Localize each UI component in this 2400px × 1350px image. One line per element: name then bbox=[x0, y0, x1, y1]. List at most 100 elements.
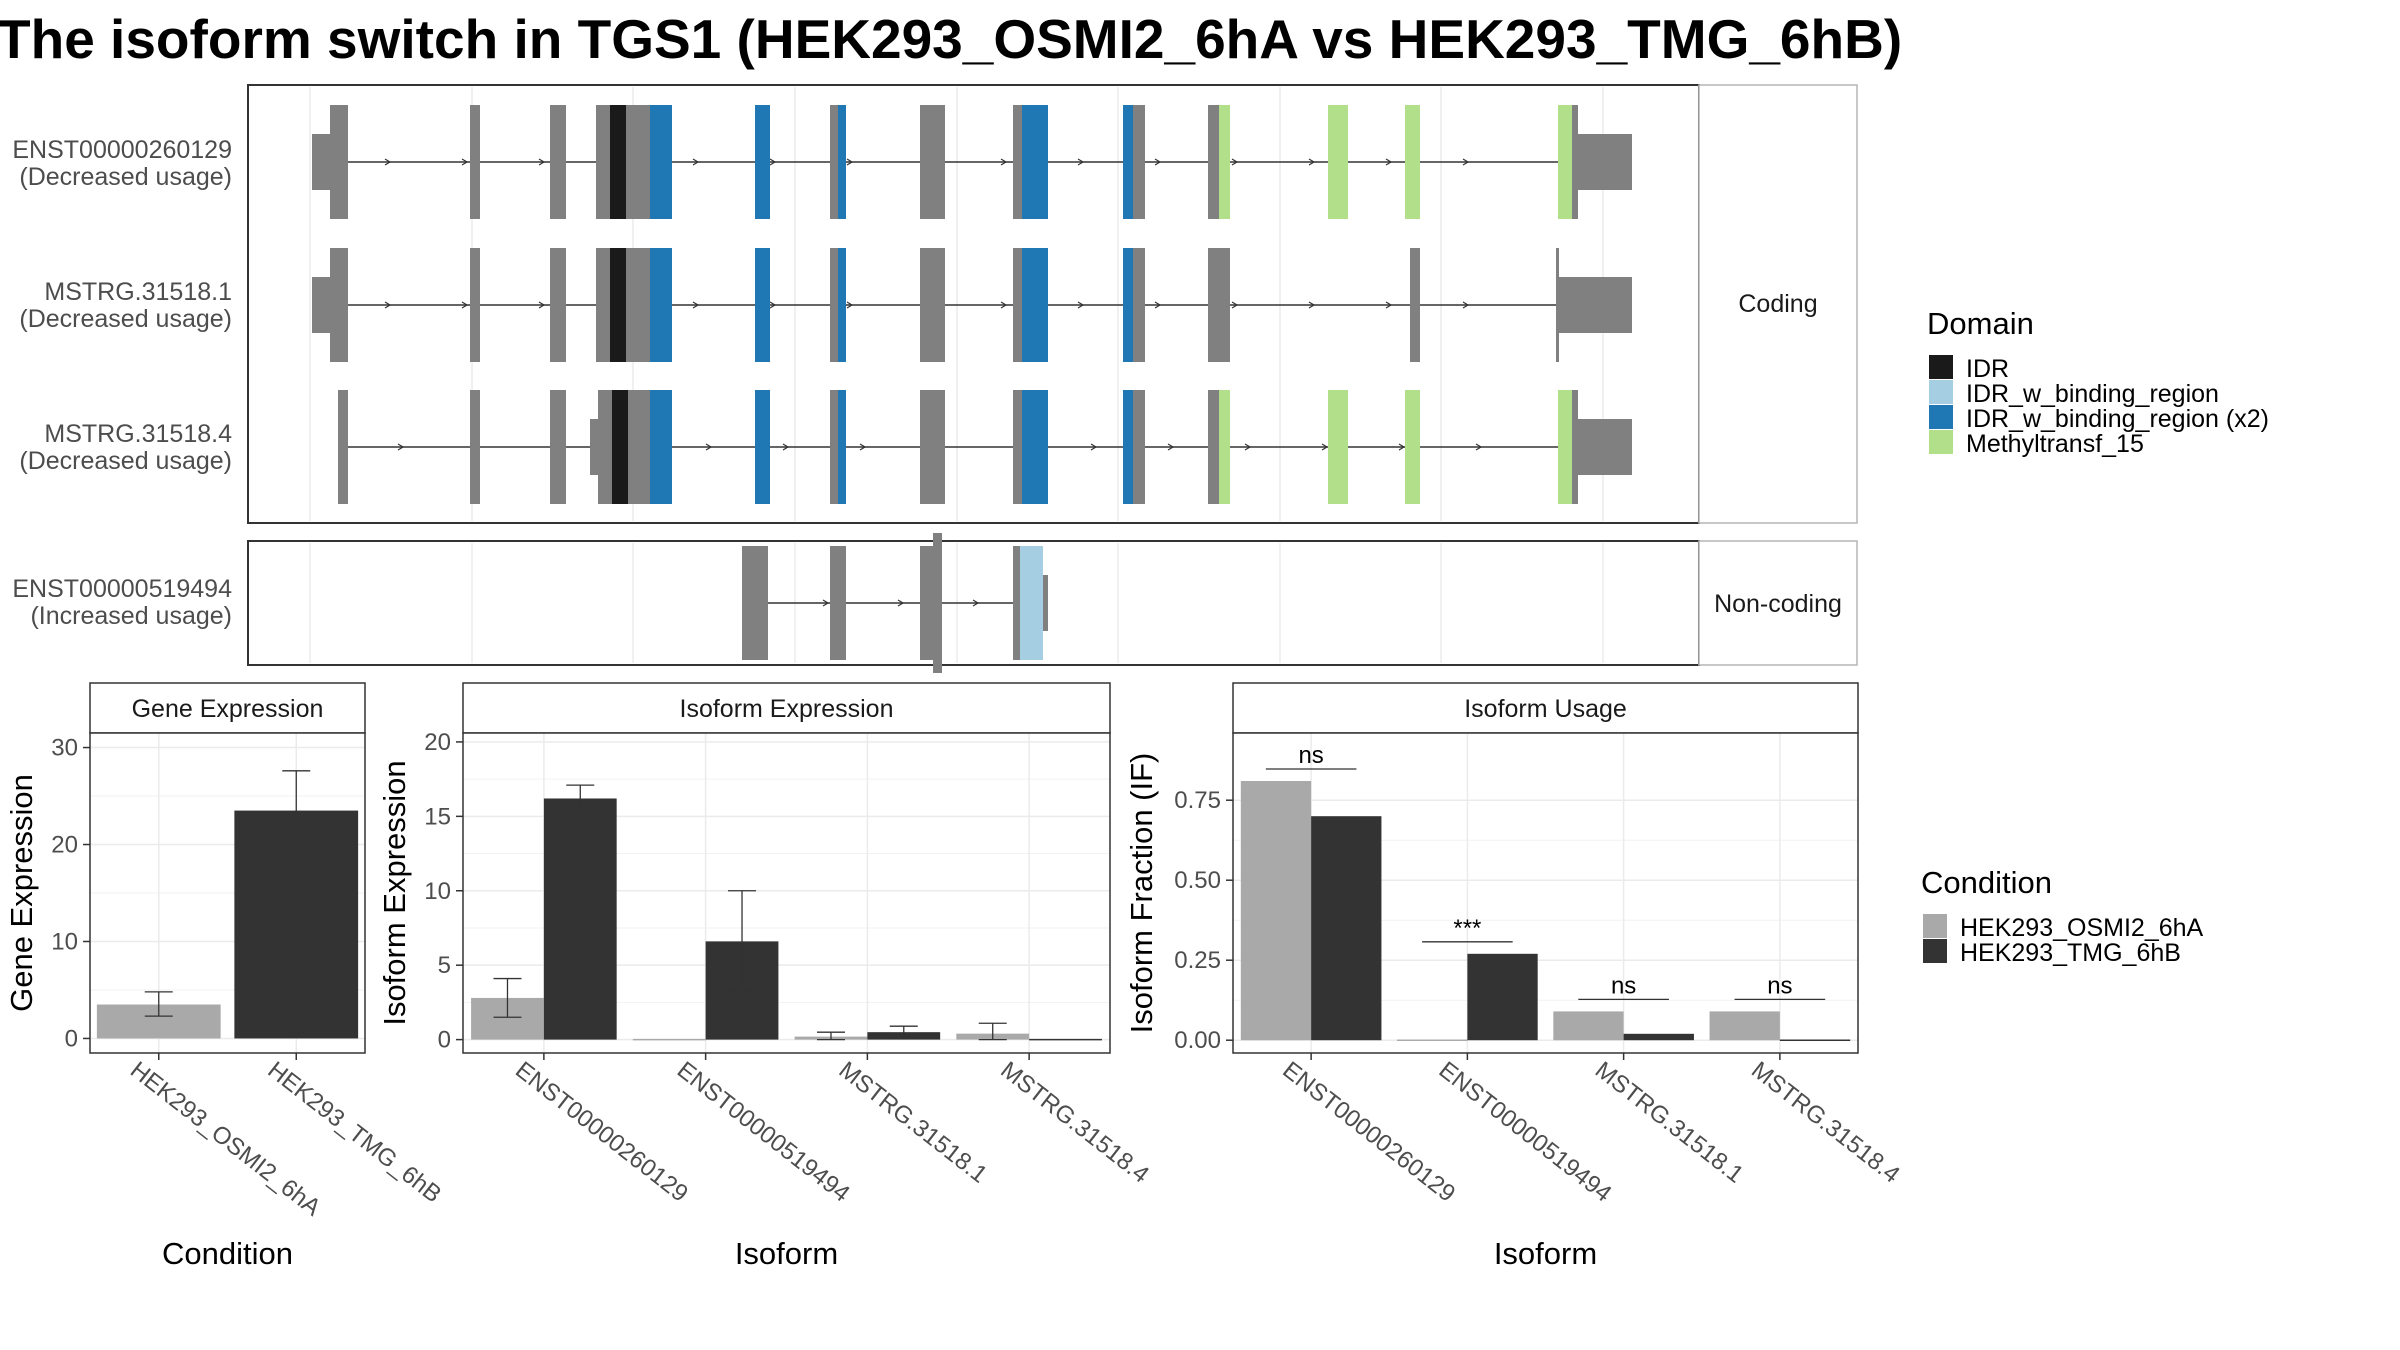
intron-arrow bbox=[1154, 158, 1162, 166]
y-tick-label: 15 bbox=[424, 803, 451, 830]
significance-label: ns bbox=[1611, 972, 1636, 999]
x-axis-title: Isoform bbox=[1494, 1236, 1597, 1271]
figure-title: The isoform switch in TGS1 (HEK293_OSMI2… bbox=[0, 8, 1902, 70]
exon bbox=[1022, 390, 1048, 504]
exon bbox=[590, 419, 598, 475]
exon bbox=[755, 390, 770, 504]
exon bbox=[470, 248, 480, 362]
exon bbox=[1022, 105, 1048, 219]
y-tick-label: 20 bbox=[51, 832, 78, 859]
exon bbox=[1013, 105, 1022, 219]
intron-arrow bbox=[692, 301, 700, 309]
intron-arrow bbox=[1154, 301, 1162, 309]
intron-arrow bbox=[769, 301, 777, 309]
legend-swatch-idr-binding-x2 bbox=[1929, 405, 1953, 429]
y-tick-label: 5 bbox=[438, 952, 451, 979]
exon bbox=[920, 546, 933, 660]
domain-legend: Domain IDR IDR_w_binding_region IDR_w_bi… bbox=[1927, 306, 2269, 458]
exon bbox=[612, 390, 628, 504]
transcript-usage-4: (Increased usage) bbox=[30, 602, 232, 630]
intron-arrow bbox=[1321, 443, 1329, 451]
exon bbox=[628, 390, 650, 504]
y-axis-title: Isoform Expression bbox=[377, 760, 412, 1025]
noncoding-strip-label: Non-coding bbox=[1714, 590, 1842, 618]
intron-arrow bbox=[1462, 301, 1470, 309]
bar bbox=[1311, 816, 1382, 1041]
exon bbox=[830, 105, 838, 219]
exon bbox=[330, 248, 348, 362]
intron-arrow bbox=[1231, 158, 1239, 166]
bar bbox=[1553, 1011, 1624, 1041]
exon bbox=[1043, 575, 1048, 631]
transcript-usage-2: (Decreased usage) bbox=[19, 305, 232, 333]
exon bbox=[1208, 248, 1230, 362]
exon bbox=[470, 390, 480, 504]
exon bbox=[1022, 248, 1048, 362]
transcript-id-2: MSTRG.31518.1 bbox=[44, 278, 232, 306]
transcript-id-4: ENST00000519494 bbox=[12, 575, 232, 603]
coding-panel bbox=[247, 84, 1700, 524]
bar bbox=[1467, 953, 1538, 1041]
y-tick-label: 20 bbox=[424, 729, 451, 756]
exon bbox=[1133, 390, 1145, 504]
intron-arrow bbox=[1077, 158, 1085, 166]
y-axis-title: Gene Expression bbox=[4, 774, 39, 1012]
significance-label: ns bbox=[1767, 972, 1792, 999]
intron-arrow bbox=[1000, 301, 1008, 309]
exon bbox=[1013, 546, 1020, 660]
panel-title: Isoform Expression bbox=[680, 695, 894, 723]
condition-legend: Condition HEK293_OSMI2_6hA HEK293_TMG_6h… bbox=[1921, 865, 2204, 967]
bar bbox=[543, 798, 617, 1040]
intron-arrow bbox=[1077, 301, 1085, 309]
significance-label: *** bbox=[1453, 915, 1481, 942]
coding-strip-label: Coding bbox=[1738, 290, 1817, 318]
intron-arrow bbox=[705, 443, 713, 451]
exon bbox=[1405, 390, 1420, 504]
exon bbox=[1123, 390, 1133, 504]
y-tick-label: 0 bbox=[438, 1027, 451, 1054]
intron-arrow bbox=[538, 158, 546, 166]
exon bbox=[1219, 390, 1230, 504]
plot-border bbox=[89, 732, 366, 1054]
exon bbox=[330, 105, 348, 219]
bar bbox=[1623, 1033, 1694, 1041]
legend-label-methyltransf: Methyltransf_15 bbox=[1966, 430, 2144, 458]
transcript-usage-1: (Decreased usage) bbox=[19, 163, 232, 191]
exon bbox=[598, 390, 612, 504]
exon bbox=[755, 105, 770, 219]
y-tick-label: 30 bbox=[51, 735, 78, 762]
exon bbox=[920, 390, 945, 504]
y-tick-label: 0.75 bbox=[1174, 787, 1221, 814]
exon bbox=[610, 105, 626, 219]
legend-swatch-cond-b bbox=[1923, 939, 1947, 963]
intron-arrow bbox=[897, 599, 905, 607]
intron-arrow bbox=[1385, 158, 1393, 166]
x-axis-title: Isoform bbox=[735, 1236, 838, 1271]
exon bbox=[470, 105, 480, 219]
exon bbox=[1559, 277, 1632, 333]
legend-swatch-idr-binding bbox=[1929, 380, 1953, 404]
exon bbox=[1328, 390, 1348, 504]
intron-arrow bbox=[1167, 443, 1175, 451]
intron-arrow bbox=[1308, 301, 1316, 309]
exon-marks bbox=[309, 87, 1632, 673]
legend-label-idr: IDR bbox=[1966, 355, 2009, 383]
legend-label-cond-b: HEK293_TMG_6hB bbox=[1960, 939, 2181, 967]
exon bbox=[920, 248, 945, 362]
panel-title: Gene Expression bbox=[132, 695, 324, 723]
y-tick-label: 0.50 bbox=[1174, 867, 1221, 894]
exon bbox=[1208, 390, 1219, 504]
exon bbox=[1572, 390, 1578, 504]
legend-label-idr-binding: IDR_w_binding_region bbox=[1966, 380, 2219, 408]
exon bbox=[626, 105, 650, 219]
intron-arrow bbox=[461, 301, 469, 309]
intron-arrow bbox=[384, 158, 392, 166]
exon bbox=[1405, 105, 1420, 219]
y-tick-label: 10 bbox=[51, 928, 78, 955]
exon bbox=[610, 248, 626, 362]
x-axis-title: Condition bbox=[162, 1236, 293, 1271]
y-tick-label: 0.25 bbox=[1174, 947, 1221, 974]
intron-arrow bbox=[1090, 443, 1098, 451]
exon bbox=[838, 390, 846, 504]
intron-arrow bbox=[1308, 158, 1316, 166]
